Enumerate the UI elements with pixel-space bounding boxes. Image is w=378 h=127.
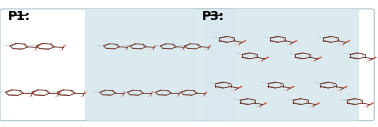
- Text: P1:: P1:: [8, 10, 31, 23]
- Text: P3:: P3:: [202, 10, 225, 23]
- FancyBboxPatch shape: [85, 9, 234, 121]
- FancyBboxPatch shape: [206, 9, 359, 121]
